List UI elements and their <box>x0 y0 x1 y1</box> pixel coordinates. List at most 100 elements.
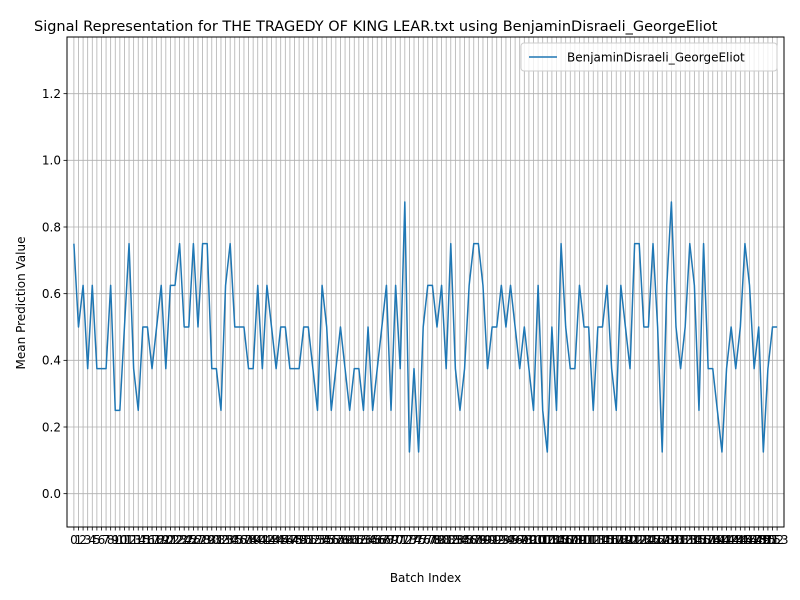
legend-box <box>520 42 778 72</box>
x-tick-label: 28 <box>195 533 210 547</box>
x-tick-label: 60 <box>342 533 357 547</box>
x-tick-label: 141 <box>710 533 733 547</box>
x-tick-label: 19 <box>154 533 169 547</box>
x-tick-label: 139 <box>701 533 724 547</box>
x-tick-label: 2 <box>79 533 87 547</box>
x-tick-label: 49 <box>291 533 306 547</box>
x-tick-label: 122 <box>623 533 646 547</box>
x-tick-label: 55 <box>319 533 334 547</box>
x-tick-label: 119 <box>609 533 632 547</box>
grid-layer <box>67 37 784 527</box>
x-tick-label: 16 <box>140 533 155 547</box>
x-tick-label: 40 <box>250 533 265 547</box>
x-tick-label: 24 <box>177 533 192 547</box>
x-tick-label: 121 <box>619 533 642 547</box>
x-tick-label: 115 <box>591 533 614 547</box>
x-tick-label: 90 <box>480 533 495 547</box>
x-tick-label: 116 <box>596 533 619 547</box>
x-tick-label: 83 <box>448 533 463 547</box>
x-tick-label: 42 <box>259 533 274 547</box>
x-tick-label: 100 <box>522 533 545 547</box>
x-tick-label: 153 <box>766 533 789 547</box>
x-tick-label: 72 <box>397 533 412 547</box>
x-tick-label: 33 <box>218 533 233 547</box>
x-tick-label: 0 <box>70 533 78 547</box>
y-tick-label: 0.2 <box>42 420 61 434</box>
x-tick-label: 14 <box>131 533 146 547</box>
x-tick-label: 123 <box>628 533 651 547</box>
x-tick-label: 106 <box>550 533 573 547</box>
x-tick-label: 82 <box>443 533 458 547</box>
plot-frame <box>66 36 785 528</box>
x-tick-label: 6 <box>98 533 106 547</box>
x-tick-label: 131 <box>665 533 688 547</box>
x-tick-label: 37 <box>236 533 251 547</box>
x-tick-label: 68 <box>379 533 394 547</box>
x-tick-label: 3 <box>84 533 92 547</box>
x-tick-label: 45 <box>273 533 288 547</box>
x-tick-label: 132 <box>669 533 692 547</box>
x-tick-label: 46 <box>278 533 293 547</box>
x-tick-label: 138 <box>697 533 720 547</box>
series-layer <box>73 201 778 453</box>
x-tick-label: 109 <box>563 533 586 547</box>
x-tick-label: 34 <box>223 533 238 547</box>
x-tick-label: 8 <box>107 533 115 547</box>
x-tick-label: 105 <box>545 533 568 547</box>
x-tick-label: 148 <box>743 533 766 547</box>
x-tick-label: 12 <box>121 533 136 547</box>
y-tick-label: 1.2 <box>42 87 61 101</box>
x-tick-label: 113 <box>582 533 605 547</box>
x-tick-label: 41 <box>255 533 270 547</box>
x-tick-label: 66 <box>370 533 385 547</box>
x-tick-label: 56 <box>324 533 339 547</box>
x-tick-label: 17 <box>144 533 159 547</box>
x-tick-label: 50 <box>296 533 311 547</box>
x-tick-label: 144 <box>724 533 747 547</box>
x-tick-label: 143 <box>720 533 743 547</box>
x-tick-label: 93 <box>494 533 509 547</box>
x-tick-label: 149 <box>747 533 770 547</box>
x-tick-label: 52 <box>305 533 320 547</box>
x-tick-label: 135 <box>683 533 706 547</box>
x-tick-label: 137 <box>692 533 715 547</box>
x-tick-label: 18 <box>149 533 164 547</box>
x-tick-label: 59 <box>337 533 352 547</box>
x-tick-label: 136 <box>688 533 711 547</box>
x-tick-label: 47 <box>282 533 297 547</box>
y-tick-label: 0.4 <box>42 354 61 368</box>
x-tick-label: 133 <box>674 533 697 547</box>
x-tick-label: 114 <box>586 533 609 547</box>
y-tick-label: 0.8 <box>42 220 61 234</box>
x-tick-label: 104 <box>540 533 563 547</box>
x-tick-label: 4 <box>88 533 96 547</box>
x-tick-label: 25 <box>181 533 196 547</box>
x-tick-label: 27 <box>190 533 205 547</box>
x-tick-label: 111 <box>573 533 596 547</box>
x-tick-label: 101 <box>527 533 550 547</box>
x-tick-label: 126 <box>642 533 665 547</box>
x-tick-label: 127 <box>646 533 669 547</box>
x-tick-label: 107 <box>554 533 577 547</box>
x-tick-label: 140 <box>706 533 729 547</box>
x-tick-label: 36 <box>232 533 247 547</box>
x-tick-label: 10 <box>112 533 127 547</box>
x-tick-label: 118 <box>605 533 628 547</box>
x-tick-label: 112 <box>577 533 600 547</box>
x-tick-label: 142 <box>715 533 738 547</box>
chart-title: Signal Representation for THE TRAGEDY OF… <box>34 19 718 35</box>
x-tick-label: 38 <box>241 533 256 547</box>
x-tick-label: 76 <box>416 533 431 547</box>
x-tick-label: 128 <box>651 533 674 547</box>
x-tick-label: 108 <box>559 533 582 547</box>
x-tick-label: 152 <box>761 533 784 547</box>
x-tick-label: 70 <box>388 533 403 547</box>
x-tick-label: 43 <box>264 533 279 547</box>
x-tick-label: 96 <box>507 533 522 547</box>
x-tick-label: 29 <box>200 533 215 547</box>
x-tick-label: 86 <box>462 533 477 547</box>
x-tick-label: 75 <box>411 533 426 547</box>
x-tick-label: 78 <box>425 533 440 547</box>
x-tick-label: 129 <box>655 533 678 547</box>
